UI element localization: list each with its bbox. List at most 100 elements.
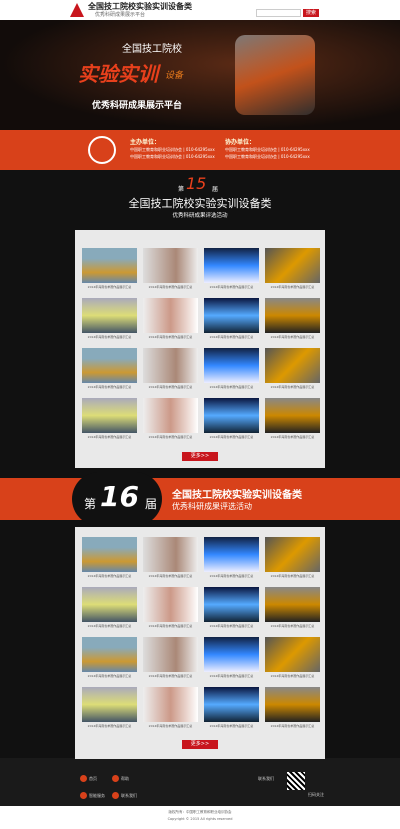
work-caption[interactable]: 2014年海南省参赛作品展示汇总 [209,385,254,389]
footer-link[interactable]: 帮助 [121,776,129,781]
work-caption[interactable]: 2014年海南省参赛作品展示汇总 [148,574,193,578]
footer-link[interactable]: 智能服务 [89,793,105,798]
work-image[interactable] [204,398,259,433]
search-input[interactable] [256,9,301,17]
work-image[interactable] [82,587,137,622]
work-image[interactable] [204,248,259,283]
work-caption[interactable]: 2014年海南省参赛作品展示汇总 [209,335,254,339]
work-caption[interactable]: 2014年海南省参赛作品展示汇总 [87,574,132,578]
work-caption[interactable]: 2014年海南省参赛作品展示汇总 [270,385,315,389]
host-line: 中国职工教育和职业培训协会 | 010-64295xxx [130,147,215,152]
work-caption[interactable]: 2014年海南省参赛作品展示汇总 [87,435,132,439]
work-image[interactable] [265,537,320,572]
work-caption[interactable]: 2014年海南省参赛作品展示汇总 [87,624,132,628]
footer-icon [112,775,119,782]
work-caption[interactable]: 2014年海南省参赛作品展示汇总 [270,574,315,578]
work-image[interactable] [204,298,259,333]
work-caption[interactable]: 2014年海南省参赛作品展示汇总 [148,335,193,339]
work-caption[interactable]: 2014年海南省参赛作品展示汇总 [209,724,254,728]
co-line: 中国职工教育和职业培训协会 | 010-64295xxx [225,154,310,159]
more-button[interactable]: 更多>> [182,740,218,749]
work-image[interactable] [265,248,320,283]
work-caption[interactable]: 2014年海南省参赛作品展示汇总 [87,285,132,289]
work-image[interactable] [82,348,137,383]
work-caption[interactable]: 2014年海南省参赛作品展示汇总 [148,285,193,289]
work-image[interactable] [82,248,137,283]
work-image[interactable] [204,637,259,672]
qr-code [287,772,305,790]
edition-band [0,478,400,520]
work-caption[interactable]: 2014年海南省参赛作品展示汇总 [87,385,132,389]
work-caption[interactable]: 2014年海南省参赛作品展示汇总 [209,624,254,628]
work-image[interactable] [82,687,137,722]
work-image[interactable] [204,537,259,572]
work-caption[interactable]: 2014年海南省参赛作品展示汇总 [270,674,315,678]
work-caption[interactable]: 2014年海南省参赛作品展示汇总 [148,674,193,678]
footer [0,758,400,806]
edition-prefix: 第 [84,497,97,511]
work-image[interactable] [143,537,198,572]
work-caption[interactable]: 2014年海南省参赛作品展示汇总 [209,574,254,578]
work-caption[interactable]: 2014年海南省参赛作品展示汇总 [209,285,254,289]
edition-number: 16 [100,480,139,513]
work-image[interactable] [204,587,259,622]
edition-number: 15 [186,174,207,193]
work-caption[interactable]: 2014年海南省参赛作品展示汇总 [270,335,315,339]
work-image[interactable] [265,587,320,622]
section-title: 全国技工院校实验实训设备类 [128,197,272,210]
work-caption[interactable]: 2014年海南省参赛作品展示汇总 [270,285,315,289]
work-image[interactable] [143,587,198,622]
work-caption[interactable]: 2014年海南省参赛作品展示汇总 [148,435,193,439]
more-button[interactable]: 更多>> [182,452,218,461]
work-caption[interactable]: 2014年海南省参赛作品展示汇总 [87,335,132,339]
site-title: 全国技工院校实验实训设备类 [88,2,192,11]
work-image[interactable] [82,537,137,572]
edition-badge [72,472,162,526]
work-image[interactable] [265,398,320,433]
work-image[interactable] [82,298,137,333]
footer-link[interactable]: 联系我们 [121,793,137,798]
work-image[interactable] [265,348,320,383]
edition-prefix: 第 [178,186,185,193]
work-caption[interactable]: 2014年海南省参赛作品展示汇总 [87,724,132,728]
section-subtitle: 优秀科研成果评选活动 [172,502,252,511]
host-label: 主办单位： [130,139,161,146]
work-caption[interactable]: 2014年海南省参赛作品展示汇总 [270,624,315,628]
work-image[interactable] [265,687,320,722]
host-line: 中国职工教育和职业培训协会 | 010-64295xxx [130,154,215,159]
co-line: 中国职工教育和职业培训协会 | 010-64295xxx [225,147,310,152]
footer-right[interactable]: 扫码关注 [308,792,324,797]
work-image[interactable] [143,687,198,722]
copyright-bar [0,806,400,829]
work-image[interactable] [82,637,137,672]
tools-icon [88,136,116,164]
work-caption[interactable]: 2014年海南省参赛作品展示汇总 [148,624,193,628]
work-image[interactable] [265,637,320,672]
work-caption[interactable]: 2014年海南省参赛作品展示汇总 [148,385,193,389]
work-image[interactable] [143,637,198,672]
work-caption[interactable]: 2014年海南省参赛作品展示汇总 [209,435,254,439]
work-image[interactable] [143,298,198,333]
footer-link[interactable]: 首页 [89,776,97,781]
work-image[interactable] [204,348,259,383]
work-image[interactable] [143,248,198,283]
work-caption[interactable]: 2014年海南省参赛作品展示汇总 [209,674,254,678]
footer-icon [80,775,87,782]
work-image[interactable] [82,398,137,433]
footer-right[interactable]: 联系我们 [258,776,274,781]
work-caption[interactable]: 2014年海南省参赛作品展示汇总 [87,674,132,678]
search-button[interactable]: 搜索 [303,9,319,17]
work-image[interactable] [265,298,320,333]
footer-icon [80,792,87,799]
work-image[interactable] [143,398,198,433]
work-caption[interactable]: 2014年海南省参赛作品展示汇总 [270,724,315,728]
work-image[interactable] [143,348,198,383]
site-subtitle: 优秀科研成果展示平台 [95,12,146,18]
co-label: 协办单位： [225,139,256,146]
banner-line1: 全国技工院校 [122,44,182,55]
work-caption[interactable]: 2014年海南省参赛作品展示汇总 [270,435,315,439]
work-caption[interactable]: 2014年海南省参赛作品展示汇总 [148,724,193,728]
footer-icon [112,792,119,799]
work-image[interactable] [204,687,259,722]
